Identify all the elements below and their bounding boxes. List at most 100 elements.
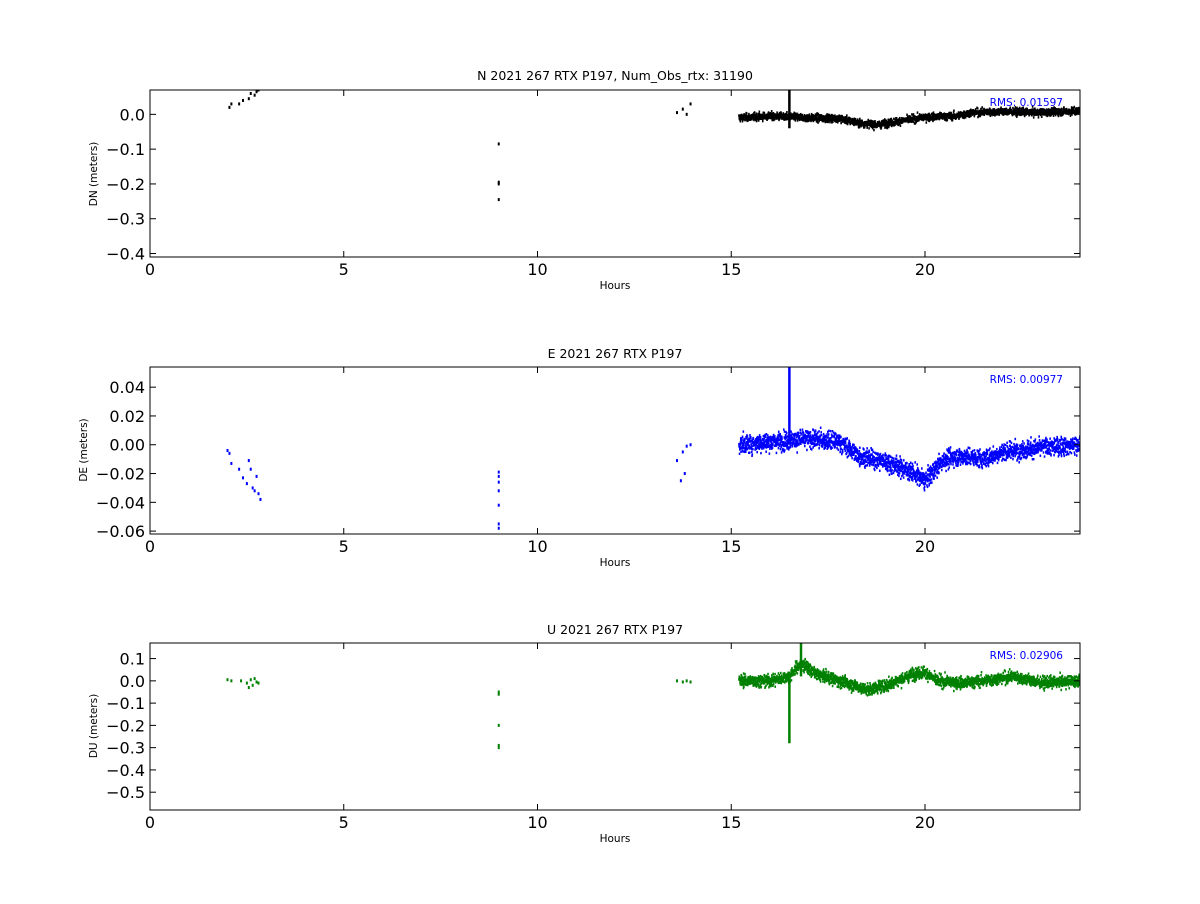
panel-east-point	[896, 458, 898, 460]
panel-east-point	[849, 441, 851, 443]
panel-east-point	[883, 457, 885, 459]
panel-east-point	[877, 461, 879, 463]
panel-east-point	[1021, 457, 1023, 459]
panel-east-point	[760, 452, 762, 454]
panel-east-point	[823, 433, 825, 435]
panel-north-point	[498, 198, 500, 201]
panel-east-point	[828, 430, 830, 432]
panel-east-point	[774, 435, 776, 437]
panel-east-point	[938, 453, 940, 455]
panel-north-point	[764, 112, 766, 114]
panel-east-point	[1039, 439, 1041, 441]
panel-east-point	[955, 457, 957, 459]
panel-north-point	[846, 114, 848, 116]
panel-east-point	[498, 475, 500, 478]
panel-north-point	[754, 111, 756, 113]
panel-north-point	[1038, 116, 1040, 118]
panel-east-point	[1045, 443, 1047, 445]
panel-east-point	[872, 451, 874, 453]
panel-east-point	[901, 459, 903, 461]
panel-east-point	[1011, 442, 1013, 444]
panel-east-point	[755, 448, 757, 450]
panel-east-point	[817, 443, 819, 445]
panel-east-point	[791, 433, 793, 435]
panel-east-point	[937, 458, 939, 460]
panel-north-point	[250, 92, 252, 95]
panel-north-point	[847, 123, 849, 125]
panel-east-point	[781, 451, 783, 453]
panel-east-point	[798, 432, 800, 434]
panel-east-point	[919, 483, 921, 485]
panel-east-point	[800, 433, 802, 435]
panel-east-point	[784, 430, 786, 432]
panel-east-point	[903, 476, 905, 478]
panel-east-point	[997, 462, 999, 464]
panel-east-point	[783, 428, 785, 430]
panel-east-point	[972, 450, 974, 452]
panel-east-point	[948, 466, 950, 468]
panel-east-point	[690, 443, 692, 446]
panel-east-point	[887, 469, 889, 471]
panel-east-point	[1053, 454, 1055, 456]
panel-east-point	[891, 472, 893, 474]
panel-east-point	[863, 448, 865, 450]
panel-north-rms-label: RMS: 0.01597	[990, 97, 1063, 109]
panel-east-point	[950, 463, 952, 465]
panel-north-point	[256, 90, 258, 93]
panel-east-point	[928, 483, 930, 485]
panel-east-point	[1031, 455, 1033, 457]
panel-north-point	[793, 112, 795, 114]
panel-north-point	[242, 99, 244, 102]
panel-east-point	[1057, 438, 1059, 440]
panel-east-point	[776, 452, 778, 454]
panel-east-point	[999, 446, 1001, 448]
panel-east-point	[975, 454, 977, 456]
panel-east-point	[877, 452, 879, 454]
panel-east-point	[933, 477, 935, 479]
panel-north-xtick-label: 10	[527, 260, 547, 279]
panel-east-point	[976, 464, 978, 466]
panel-east-point	[979, 448, 981, 450]
panel-east-point	[876, 467, 878, 469]
panel-north-point	[864, 126, 866, 128]
panel-east-point	[786, 432, 788, 434]
panel-north-point	[774, 118, 776, 120]
panel-east-point	[965, 458, 967, 460]
panel-east-point	[818, 447, 820, 449]
panel-north-point	[899, 117, 901, 119]
panel-east-point	[747, 435, 749, 437]
panel-east-point	[929, 476, 931, 478]
panel-east-point	[1040, 455, 1042, 457]
panel-east-point	[815, 429, 817, 431]
panel-north-point	[953, 109, 955, 111]
panel-east-point	[936, 476, 938, 478]
panel-east-point	[912, 479, 914, 481]
panel-east-point	[859, 458, 861, 460]
panel-east-point	[769, 452, 771, 454]
panel-east-point	[885, 452, 887, 454]
panel-east-point	[827, 436, 829, 438]
panel-east-point	[1030, 436, 1032, 438]
panel-north-point	[690, 102, 692, 105]
panel-east-point	[1058, 454, 1060, 456]
panel-east-point	[498, 481, 500, 484]
panel-north-ytick-label: −0.1	[106, 140, 145, 159]
panel-east-point	[498, 527, 500, 530]
panel-east-point	[1058, 441, 1060, 443]
panel-east-point	[981, 464, 983, 466]
panel-east-point	[950, 446, 952, 448]
panel-east-point	[974, 449, 976, 451]
panel-north-point	[762, 120, 764, 122]
panel-east-point	[925, 482, 927, 484]
panel-east-point	[898, 475, 900, 477]
panel-east-point	[742, 436, 744, 438]
panel-east-point	[921, 467, 923, 469]
panel-east-point	[988, 465, 990, 467]
panel-east-point	[989, 447, 991, 449]
panel-east-point	[498, 489, 500, 492]
panel-north-point	[952, 119, 954, 121]
panel-east-point	[996, 448, 998, 450]
panel-east-point	[953, 467, 955, 469]
panel-east-point	[806, 449, 808, 451]
